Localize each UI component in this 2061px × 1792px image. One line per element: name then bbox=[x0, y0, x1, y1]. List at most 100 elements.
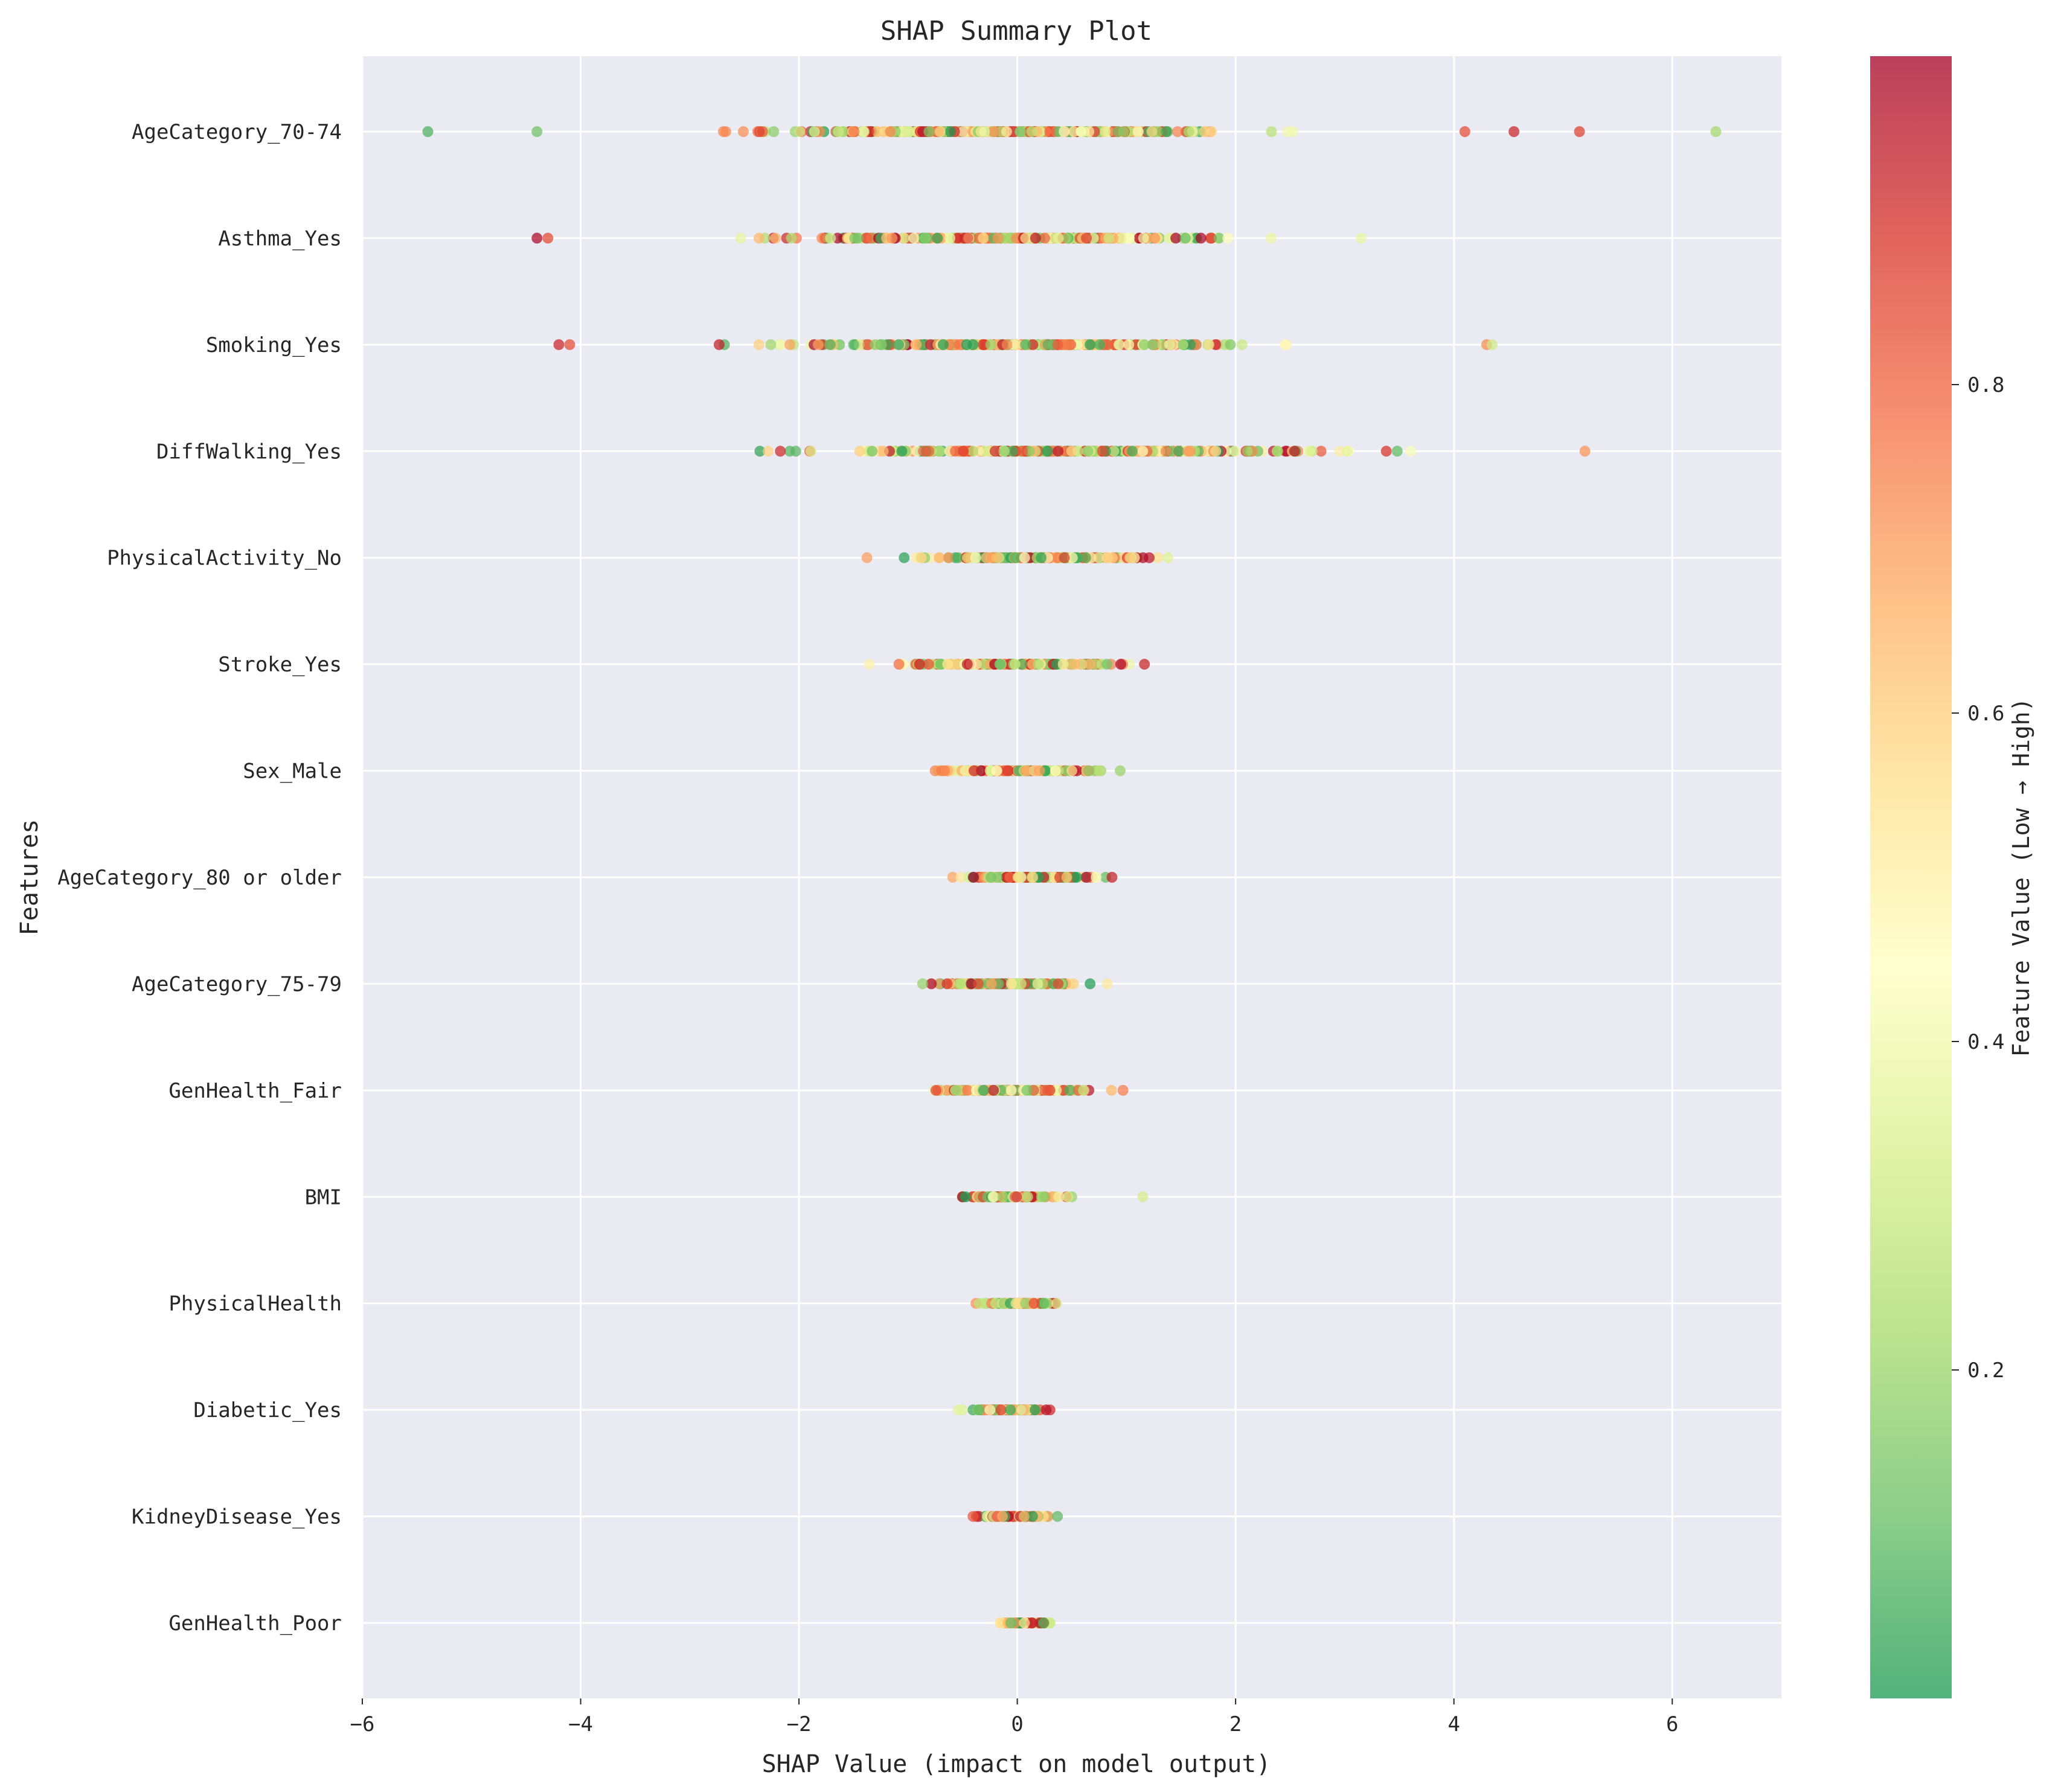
data-point bbox=[1053, 446, 1064, 457]
data-point bbox=[950, 1084, 961, 1096]
data-point bbox=[1032, 978, 1043, 990]
data-point bbox=[990, 1298, 1001, 1309]
data-point bbox=[825, 232, 836, 244]
data-point bbox=[1115, 765, 1126, 776]
data-point bbox=[794, 126, 806, 137]
data-point bbox=[1091, 872, 1102, 883]
data-point bbox=[930, 1084, 941, 1096]
data-point bbox=[564, 339, 575, 350]
data-point bbox=[886, 232, 897, 244]
data-point bbox=[713, 339, 725, 350]
data-point bbox=[1001, 765, 1013, 776]
data-point bbox=[1342, 446, 1353, 457]
x-tick-label: −4 bbox=[568, 1712, 593, 1736]
data-point bbox=[1161, 126, 1172, 137]
data-point bbox=[1162, 552, 1174, 563]
data-point bbox=[970, 552, 981, 563]
data-point bbox=[1082, 446, 1094, 457]
data-point bbox=[861, 552, 873, 563]
data-point bbox=[768, 126, 780, 137]
data-point bbox=[763, 446, 774, 457]
data-point bbox=[1242, 446, 1253, 457]
data-point bbox=[876, 339, 887, 350]
data-point bbox=[973, 978, 984, 990]
data-point bbox=[770, 232, 781, 244]
data-point bbox=[934, 552, 945, 563]
data-point bbox=[1097, 446, 1108, 457]
data-point bbox=[1172, 126, 1183, 137]
data-point bbox=[1081, 232, 1092, 244]
feature-label: Diabetic_Yes bbox=[193, 1398, 342, 1422]
data-point bbox=[985, 339, 996, 350]
data-point bbox=[1579, 446, 1591, 457]
data-point bbox=[1066, 765, 1077, 776]
data-point bbox=[1106, 1084, 1117, 1096]
data-point bbox=[1020, 339, 1031, 350]
data-point bbox=[968, 872, 979, 883]
data-point bbox=[920, 232, 931, 244]
data-point bbox=[893, 339, 905, 350]
data-point bbox=[1101, 659, 1113, 670]
data-point bbox=[1147, 339, 1158, 350]
data-point bbox=[422, 126, 434, 137]
data-point bbox=[1075, 126, 1087, 137]
data-point bbox=[995, 1404, 1007, 1416]
data-point bbox=[1012, 872, 1024, 883]
data-point bbox=[899, 232, 910, 244]
data-point bbox=[1027, 339, 1039, 350]
data-point bbox=[1066, 552, 1078, 563]
data-point bbox=[1085, 978, 1096, 990]
data-point bbox=[864, 659, 875, 670]
data-point bbox=[1356, 232, 1367, 244]
data-point bbox=[531, 126, 543, 137]
data-point bbox=[1028, 1298, 1040, 1309]
data-point bbox=[993, 232, 1004, 244]
data-point bbox=[950, 446, 961, 457]
data-point bbox=[1005, 1084, 1017, 1096]
data-point bbox=[1085, 339, 1096, 350]
y-tick-labels: AgeCategory_70-74 Asthma_Yes Smoking_Yes Di… bbox=[57, 120, 342, 1636]
data-point bbox=[1173, 446, 1184, 457]
data-point bbox=[1026, 126, 1037, 137]
data-point bbox=[995, 1618, 1006, 1628]
feature-label: Asthma_Yes bbox=[218, 226, 342, 251]
data-point bbox=[775, 446, 786, 457]
data-point bbox=[1185, 339, 1196, 350]
data-point bbox=[1018, 1511, 1030, 1522]
feature-label: GenHealth_Fair bbox=[168, 1079, 342, 1103]
data-point bbox=[934, 446, 946, 457]
data-point bbox=[1030, 232, 1041, 244]
data-point bbox=[1051, 1298, 1062, 1309]
x-tick-label: 2 bbox=[1229, 1712, 1242, 1736]
data-point bbox=[1103, 232, 1115, 244]
data-point bbox=[1042, 446, 1053, 457]
x-tick-label: −6 bbox=[350, 1712, 375, 1736]
data-point bbox=[1078, 1084, 1089, 1096]
data-point bbox=[991, 552, 1002, 563]
data-point bbox=[1127, 446, 1138, 457]
data-point bbox=[1195, 232, 1207, 244]
data-point bbox=[858, 126, 869, 137]
data-point bbox=[973, 1404, 984, 1416]
x-tick-labels: −6 −4 −2 0 2 4 6 bbox=[350, 1698, 1678, 1736]
data-point bbox=[991, 765, 1002, 776]
data-point bbox=[1206, 126, 1217, 137]
data-point bbox=[1053, 1191, 1065, 1203]
feature-label: BMI bbox=[305, 1185, 342, 1209]
data-point bbox=[893, 659, 905, 670]
data-point bbox=[988, 1084, 999, 1096]
data-point bbox=[955, 872, 967, 883]
data-point bbox=[1117, 1084, 1129, 1096]
data-point bbox=[1016, 1404, 1028, 1416]
data-point bbox=[1334, 446, 1345, 457]
data-point bbox=[1061, 872, 1072, 883]
data-point bbox=[896, 446, 908, 457]
x-axis-label: SHAP Value (impact on model output) bbox=[762, 1750, 1271, 1778]
data-point bbox=[901, 126, 912, 137]
data-point bbox=[1160, 446, 1172, 457]
data-point bbox=[1177, 339, 1188, 350]
data-point bbox=[1040, 1404, 1052, 1416]
data-point bbox=[908, 232, 920, 244]
feature-label: GenHealth_Poor bbox=[168, 1611, 342, 1636]
